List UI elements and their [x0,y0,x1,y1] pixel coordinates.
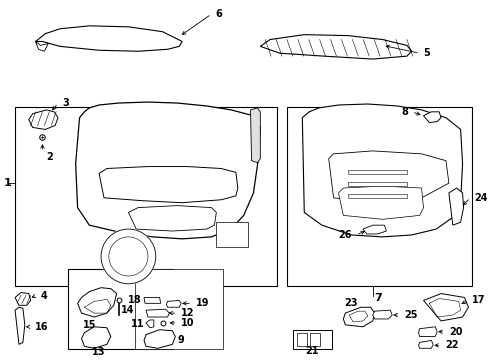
Bar [347,182,406,186]
Bar [216,222,247,247]
Polygon shape [362,225,386,234]
Polygon shape [343,307,374,327]
Polygon shape [146,309,169,317]
Text: 21: 21 [305,346,318,356]
Polygon shape [128,206,216,231]
Text: 22: 22 [444,340,458,350]
Text: 3: 3 [62,98,69,108]
Polygon shape [146,320,154,328]
Text: 13: 13 [92,347,105,357]
Text: 6: 6 [215,9,222,19]
Bar [68,269,173,349]
Polygon shape [372,310,391,319]
Text: 5: 5 [423,48,429,58]
Bar [15,107,276,286]
Bar [286,107,471,286]
Text: 2: 2 [46,152,53,162]
Bar [297,333,306,346]
Polygon shape [423,112,440,122]
Polygon shape [15,307,25,345]
Polygon shape [78,288,117,317]
Polygon shape [338,186,423,219]
Polygon shape [250,108,260,163]
Text: 19: 19 [195,298,209,308]
Bar [347,194,406,198]
Polygon shape [348,311,367,322]
Text: 23: 23 [344,298,357,308]
Text: 17: 17 [471,296,485,305]
Text: 8: 8 [400,107,407,117]
Text: 11: 11 [130,319,144,329]
Polygon shape [144,297,161,303]
Polygon shape [418,327,436,337]
Bar [309,333,319,346]
Polygon shape [15,293,31,305]
Bar [135,269,223,349]
Text: 10: 10 [181,318,194,328]
Text: 4: 4 [41,291,47,301]
Polygon shape [81,327,111,348]
Polygon shape [29,110,58,129]
Polygon shape [418,341,432,348]
Polygon shape [423,293,468,321]
Polygon shape [166,300,181,307]
Polygon shape [448,188,463,225]
Text: 14: 14 [121,305,134,315]
Polygon shape [99,167,237,203]
Text: 15: 15 [82,320,96,330]
Circle shape [101,229,156,284]
Polygon shape [260,35,411,59]
Text: 24: 24 [473,193,487,203]
Polygon shape [292,330,331,349]
Polygon shape [302,104,462,237]
Polygon shape [76,102,260,239]
Text: 1: 1 [3,178,11,188]
Polygon shape [328,151,448,203]
Bar [347,170,406,174]
Polygon shape [36,26,182,51]
Text: 25: 25 [403,310,417,320]
Text: 9: 9 [177,336,183,346]
Text: 7: 7 [374,293,382,303]
Text: 18: 18 [127,296,141,305]
Text: 26: 26 [338,230,351,240]
Text: 20: 20 [448,327,462,337]
Text: 16: 16 [35,322,48,332]
Text: 12: 12 [181,308,194,318]
Polygon shape [144,330,175,348]
